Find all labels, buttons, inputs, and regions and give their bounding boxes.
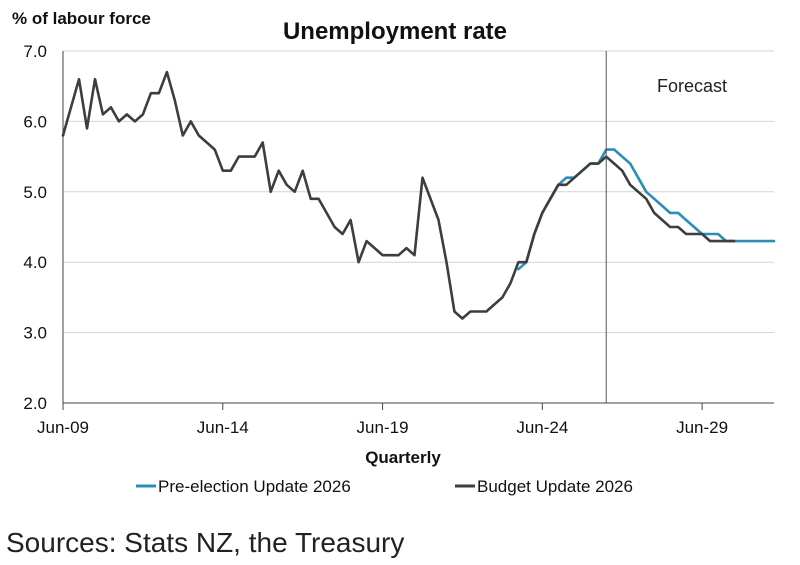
legend-label: Budget Update 2026: [477, 477, 633, 496]
y-axis-title: % of labour force: [12, 9, 151, 28]
unemployment-line-chart: 2.03.04.05.06.07.0 Jun-09 Jun-14 Jun-19 Jun…: [23, 42, 776, 496]
series-lines: [61, 70, 776, 320]
x-tick-label: Jun-24: [516, 418, 568, 437]
x-tick-label: Jun-19: [357, 418, 409, 437]
x-tick-label: Jun-09: [37, 418, 89, 437]
y-tick-label: 3.0: [23, 324, 47, 343]
legend-label: Pre-election Update 2026: [158, 477, 351, 496]
y-tick-label: 7.0: [23, 42, 47, 61]
y-tick-label: 5.0: [23, 183, 47, 202]
x-axis-title: Quarterly: [365, 448, 441, 467]
forecast-marker: Forecast: [605, 51, 727, 403]
y-tick-labels: 2.0 3.0 4.0 5.0 6.0 7.0: [23, 42, 47, 413]
forecast-label: Forecast: [657, 76, 727, 96]
series-line-budget: [61, 70, 736, 320]
legend-item-budget: Budget Update 2026: [455, 477, 633, 496]
x-tick-label: Jun-14: [197, 418, 249, 437]
chart-title: Unemployment rate: [282, 18, 508, 45]
source-note: Sources: Stats NZ, the Treasury: [6, 527, 405, 558]
y-tick-label: 2.0: [23, 394, 47, 413]
legend-item-pre-election: Pre-election Update 2026: [136, 477, 351, 496]
x-tick-labels: Jun-09 Jun-14 Jun-19 Jun-24 Jun-29: [37, 403, 728, 437]
series-line-pre-election: [517, 148, 776, 271]
y-tick-label: 6.0: [23, 112, 47, 131]
y-tick-label: 4.0: [23, 253, 47, 272]
gridlines: [62, 50, 774, 404]
x-tick-label: Jun-29: [676, 418, 728, 437]
legend: Pre-election Update 2026 Budget Update 20…: [136, 477, 633, 496]
